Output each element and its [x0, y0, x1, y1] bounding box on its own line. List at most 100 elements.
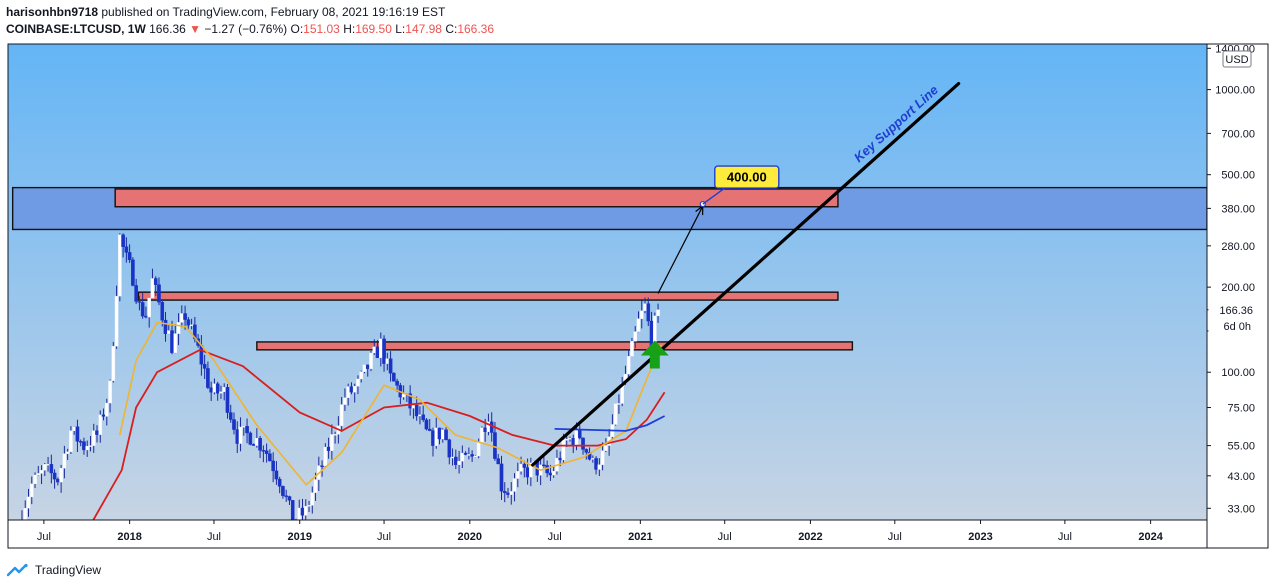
candle-82[interactable] [287, 495, 292, 505]
candle-76[interactable] [268, 449, 272, 462]
candle-148[interactable] [502, 482, 507, 503]
candle-90[interactable] [313, 472, 318, 501]
candle-141[interactable] [480, 426, 484, 443]
candle-98[interactable] [339, 396, 344, 432]
candle-67[interactable] [238, 417, 243, 452]
candle-124[interactable] [424, 418, 429, 431]
candle-186[interactable] [626, 348, 631, 381]
candle-65[interactable] [232, 412, 236, 435]
candle-19[interactable] [82, 437, 86, 455]
candle-31[interactable] [121, 233, 125, 258]
candle-77[interactable] [271, 452, 275, 483]
candle-119[interactable] [408, 385, 412, 416]
candle-150[interactable] [509, 482, 514, 505]
candle-1[interactable] [23, 500, 28, 527]
candle-105[interactable] [362, 364, 367, 374]
candle-147[interactable] [499, 455, 504, 500]
candle-152[interactable] [515, 462, 520, 488]
candle-88[interactable] [307, 500, 311, 512]
candle-44[interactable] [163, 311, 168, 342]
candle-14[interactable] [65, 448, 70, 461]
candle-48[interactable] [176, 313, 181, 346]
candle-35[interactable] [134, 278, 138, 305]
candle-47[interactable] [173, 324, 178, 354]
candle-195[interactable] [656, 303, 660, 323]
candle-75[interactable] [264, 443, 269, 463]
candle-99[interactable] [343, 388, 347, 411]
candle-64[interactable] [228, 404, 233, 423]
candle-28[interactable] [111, 341, 116, 383]
candle-135[interactable] [460, 445, 465, 469]
fast-moving-average-line[interactable] [119, 321, 663, 486]
candle-5[interactable] [36, 465, 41, 476]
candle-57[interactable] [206, 361, 210, 390]
candle-70[interactable] [248, 431, 253, 446]
candle-156[interactable] [529, 457, 533, 487]
candle-80[interactable] [281, 485, 285, 499]
candle-89[interactable] [310, 486, 315, 514]
candle-151[interactable] [512, 473, 517, 502]
candle-78[interactable] [274, 461, 279, 485]
candle-34[interactable] [131, 257, 135, 287]
red-resistance-zone-3[interactable] [256, 341, 854, 351]
candle-183[interactable] [617, 394, 621, 414]
symbol-name[interactable]: COINBASE:LTCUSD, 1W [6, 22, 146, 36]
candle-131[interactable] [447, 438, 452, 465]
candle-192[interactable] [646, 297, 651, 326]
candle-36[interactable] [137, 296, 142, 311]
candle-61[interactable] [219, 385, 223, 399]
candle-32[interactable] [124, 237, 129, 263]
candle-133[interactable] [454, 449, 458, 470]
candle-182[interactable] [613, 403, 618, 426]
candle-41[interactable] [153, 276, 158, 296]
candle-176[interactable] [594, 456, 598, 475]
candle-187[interactable] [630, 337, 634, 357]
candle-173[interactable] [584, 448, 589, 460]
candle-136[interactable] [463, 451, 468, 456]
candle-42[interactable] [157, 277, 161, 306]
candle-21[interactable] [88, 435, 93, 452]
candle-125[interactable] [427, 418, 432, 432]
candle-139[interactable] [473, 455, 478, 458]
candle-12[interactable] [59, 464, 63, 493]
candle-189[interactable] [636, 311, 641, 333]
candle-40[interactable] [150, 268, 155, 299]
candle-179[interactable] [604, 438, 608, 453]
candle-145[interactable] [493, 422, 497, 461]
candle-10[interactable] [52, 469, 57, 489]
currency-badge[interactable]: USD [1222, 50, 1252, 68]
candle-123[interactable] [421, 405, 425, 422]
candle-20[interactable] [85, 440, 90, 457]
author-name[interactable]: harisonhbn9718 [6, 5, 99, 19]
candle-0[interactable] [20, 510, 24, 524]
candle-56[interactable] [202, 354, 207, 380]
target-label-box[interactable] [714, 165, 780, 189]
current-price-flag[interactable]: 166.36 6d 0h [1208, 300, 1260, 338]
candle-37[interactable] [140, 293, 145, 319]
candle-7[interactable] [43, 462, 47, 477]
red-resistance-zone-1[interactable] [114, 188, 839, 208]
candle-92[interactable] [320, 460, 324, 477]
candle-6[interactable] [39, 465, 44, 485]
candle-60[interactable] [215, 381, 220, 401]
candle-111[interactable] [382, 335, 386, 372]
key-support-line[interactable] [531, 82, 961, 467]
candle-178[interactable] [600, 442, 605, 471]
candle-29[interactable] [114, 285, 119, 349]
candle-95[interactable] [330, 424, 334, 460]
candle-163[interactable] [551, 465, 556, 478]
candle-43[interactable] [160, 299, 165, 327]
candle-15[interactable] [69, 426, 73, 454]
candle-24[interactable] [98, 410, 103, 443]
candle-4[interactable] [33, 472, 37, 489]
candle-121[interactable] [414, 396, 419, 421]
candle-188[interactable] [633, 326, 638, 349]
candle-30[interactable] [118, 233, 122, 302]
candle-81[interactable] [284, 489, 288, 502]
candle-190[interactable] [639, 300, 644, 329]
candle-17[interactable] [75, 419, 80, 453]
candle-27[interactable] [108, 379, 112, 413]
candle-138[interactable] [470, 450, 474, 463]
candle-33[interactable] [127, 244, 132, 263]
